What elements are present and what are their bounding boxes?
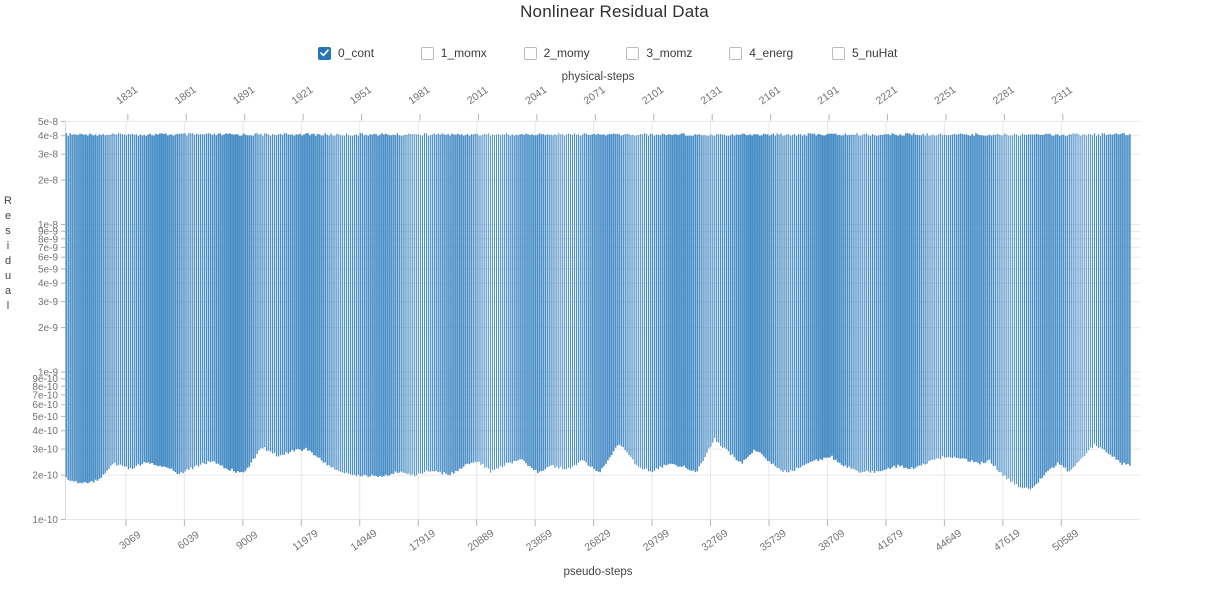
top-tick-label: 2071	[582, 84, 608, 107]
bottom-tick-label: 11979	[290, 527, 320, 553]
top-axis-title: physical-steps	[561, 71, 635, 83]
bottom-tick-label: 3069	[117, 529, 143, 552]
y-tick-label: 3e-10	[32, 445, 58, 456]
bottom-tick-label: 44649	[933, 527, 964, 554]
top-tick-label: 1951	[348, 84, 374, 107]
legend-item-1_momx[interactable]: 1_momx	[420, 46, 524, 60]
bottom-tick-label: 38709	[816, 527, 847, 554]
residual-series-0_cont[interactable]	[65, 133, 1131, 490]
bottom-axis-title: pseudo-steps	[563, 566, 633, 578]
top-tick-label: 2281	[991, 84, 1017, 107]
legend-label[interactable]: 2_momy	[543, 46, 590, 60]
top-tick-label: 2011	[465, 84, 491, 107]
legend-checkbox-0_cont-checked[interactable]	[318, 46, 331, 60]
top-tick-label: 2041	[523, 84, 549, 107]
bottom-tick-label: 35739	[758, 527, 789, 554]
y-tick-label: 4e-9	[38, 279, 58, 290]
bottom-tick-label: 23859	[524, 527, 555, 554]
y-tick-label: 3e-9	[38, 297, 58, 308]
y-tick-label: 6e-9	[38, 253, 58, 264]
y-tick-label: 1e-8	[38, 220, 58, 231]
legend-item-2_momy[interactable]: 2_momy	[523, 46, 627, 60]
y-tick-label: 2e-9	[38, 323, 58, 334]
bottom-tick-label: 29799	[641, 527, 672, 554]
bottom-tick-label: 9009	[234, 529, 260, 552]
top-tick-label: 2311	[1049, 84, 1075, 107]
bottom-tick-label: 50589	[1050, 527, 1081, 554]
top-tick-label: 2221	[874, 84, 900, 107]
y-tick-label: 7e-9	[38, 243, 58, 254]
bottom-tick-label: 20889	[466, 527, 497, 554]
bottom-tick-label: 32769	[699, 527, 730, 554]
y-tick-label: 5e-8	[38, 117, 58, 128]
bottom-tick-label: 47619	[992, 527, 1023, 554]
y-tick-label: 6e-10	[32, 400, 58, 411]
top-tick-label: 2191	[815, 84, 841, 107]
y-tick-label: 7e-10	[32, 390, 58, 401]
legend-checkbox-1_momx-unchecked[interactable]	[420, 46, 434, 60]
y-axis-title: Residual	[2, 195, 14, 315]
legend-checkbox-4_energ-unchecked[interactable]	[729, 46, 743, 60]
bottom-tick-label: 14949	[349, 527, 380, 554]
bottom-tick-label: 17919	[407, 527, 438, 554]
legend-item-0_cont[interactable]: 0_cont	[318, 46, 421, 60]
legend-item-3_momz[interactable]: 3_momz	[626, 46, 729, 60]
legend-label[interactable]: 1_momx	[440, 46, 487, 60]
top-tick-label: 2251	[932, 84, 958, 107]
bottom-tick-label: 6039	[176, 529, 202, 552]
y-tick-label: 8e-9	[38, 234, 58, 245]
y-tick-label: 8e-10	[32, 382, 58, 393]
legend-label[interactable]: 3_momz	[646, 46, 693, 60]
top-tick-label: 1831	[114, 84, 140, 107]
y-tick-label: 1e-9	[38, 368, 58, 379]
top-tick-label: 1891	[231, 84, 257, 107]
bottom-tick-label: 41679	[875, 527, 906, 554]
y-tick-label: 1e-10	[32, 515, 58, 526]
legend-label[interactable]: 0_cont	[338, 46, 375, 60]
legend-label[interactable]: 5_nuHat	[851, 46, 898, 60]
top-tick-label: 2101	[640, 84, 666, 107]
legend-item-5_nuHat[interactable]: 5_nuHat	[831, 46, 935, 60]
page-title: Nonlinear Residual Data	[520, 2, 709, 21]
top-tick-label: 1981	[406, 84, 432, 107]
top-tick-label: 2161	[757, 84, 783, 107]
series-legend: 0_cont 1_momx 2_momy 3_momz 4_energ 5_nuHat	[318, 46, 935, 60]
top-tick-label: 1921	[289, 84, 315, 107]
y-tick-label: 5e-10	[32, 412, 58, 423]
y-tick-label: 9e-10	[32, 374, 58, 385]
top-tick-label: 2131	[698, 84, 724, 107]
y-tick-label: 5e-9	[38, 264, 58, 275]
y-tick-label: 2e-8	[38, 176, 58, 187]
bottom-tick-label: 26829	[582, 527, 613, 554]
y-tick-label: 4e-8	[38, 131, 58, 142]
legend-checkbox-5_nuHat-unchecked[interactable]	[831, 46, 845, 60]
y-tick-label: 2e-10	[32, 471, 58, 482]
y-tick-label: 9e-9	[38, 227, 58, 238]
legend-item-4_energ[interactable]: 4_energ	[729, 46, 832, 60]
y-tick-label: 3e-8	[38, 150, 58, 161]
legend-checkbox-2_momy-unchecked[interactable]	[523, 46, 537, 60]
legend-checkbox-3_momz-unchecked[interactable]	[626, 46, 640, 60]
y-tick-label: 4e-10	[32, 426, 58, 437]
legend-label[interactable]: 4_energ	[749, 46, 794, 60]
top-tick-label: 1861	[173, 84, 199, 107]
